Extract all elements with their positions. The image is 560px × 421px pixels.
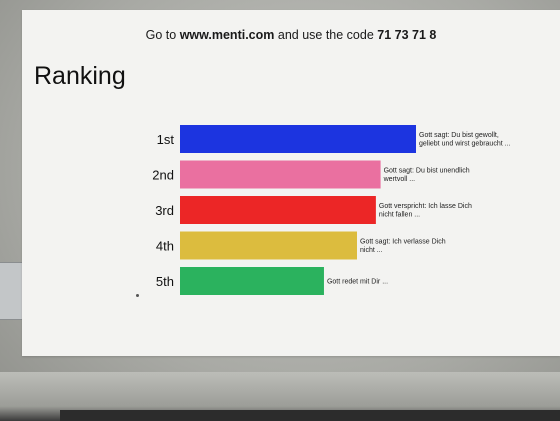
bar-value-label: Gott verspricht: Ich lasse Dich nicht fal… (379, 203, 472, 219)
ranking-bar (180, 231, 357, 260)
bar-value-label: Gott sagt: Ich verlasse Dich nicht ... (360, 239, 446, 255)
bar-value-label: Gott sagt: Du bist gewollt, geliebt und w… (419, 132, 510, 148)
join-instructions: Go to www.menti.com and use the code 71 … (22, 28, 560, 42)
bar-value-label: Gott redet mit Dir ... (327, 279, 388, 286)
bar-label-line: wertvoll ... (383, 176, 416, 183)
rank-label: 2nd (152, 168, 174, 183)
ranking-bar (180, 125, 416, 153)
bar-label-line: nicht ... (360, 247, 383, 254)
slide-title: Ranking (34, 62, 126, 90)
bar-label-line: Gott sagt: Ich verlasse Dich (360, 239, 446, 246)
bar-label-line: Gott redet mit Dir ... (327, 279, 388, 286)
join-code: 71 73 71 8 (377, 28, 437, 42)
rank-label: 1st (157, 132, 175, 147)
ranking-bar (180, 196, 376, 224)
bar-label-line: geliebt und wirst gebraucht ... (419, 141, 510, 148)
menti-url[interactable]: www.menti.com (179, 28, 275, 42)
monitor-edge (60, 410, 560, 421)
bar-label-line: Gott sagt: Du bist unendlich (384, 168, 470, 175)
cursor-dot (136, 294, 139, 297)
join-prefix: Go to (145, 28, 180, 42)
rank-label: 5th (156, 274, 174, 289)
bar-label-line: nicht fallen ... (379, 212, 420, 219)
bar-label-line: Gott sagt: Du bist gewollt, (419, 132, 499, 139)
bar-label-line: Gott verspricht: Ich lasse Dich (379, 203, 472, 210)
bar-value-label: Gott sagt: Du bist unendlich wertvoll ... (383, 168, 470, 184)
join-middle: and use the code (274, 28, 378, 42)
rank-label: 3rd (155, 203, 174, 218)
ranking-bar (180, 267, 324, 295)
ranking-chart: 1st Gott sagt: Du bist gewollt, geliebt un… (152, 125, 510, 295)
ranking-bar (180, 160, 381, 189)
presentation-slide: Go to www.menti.com and use the code 71 … (22, 10, 560, 356)
rank-label: 4th (156, 239, 174, 254)
